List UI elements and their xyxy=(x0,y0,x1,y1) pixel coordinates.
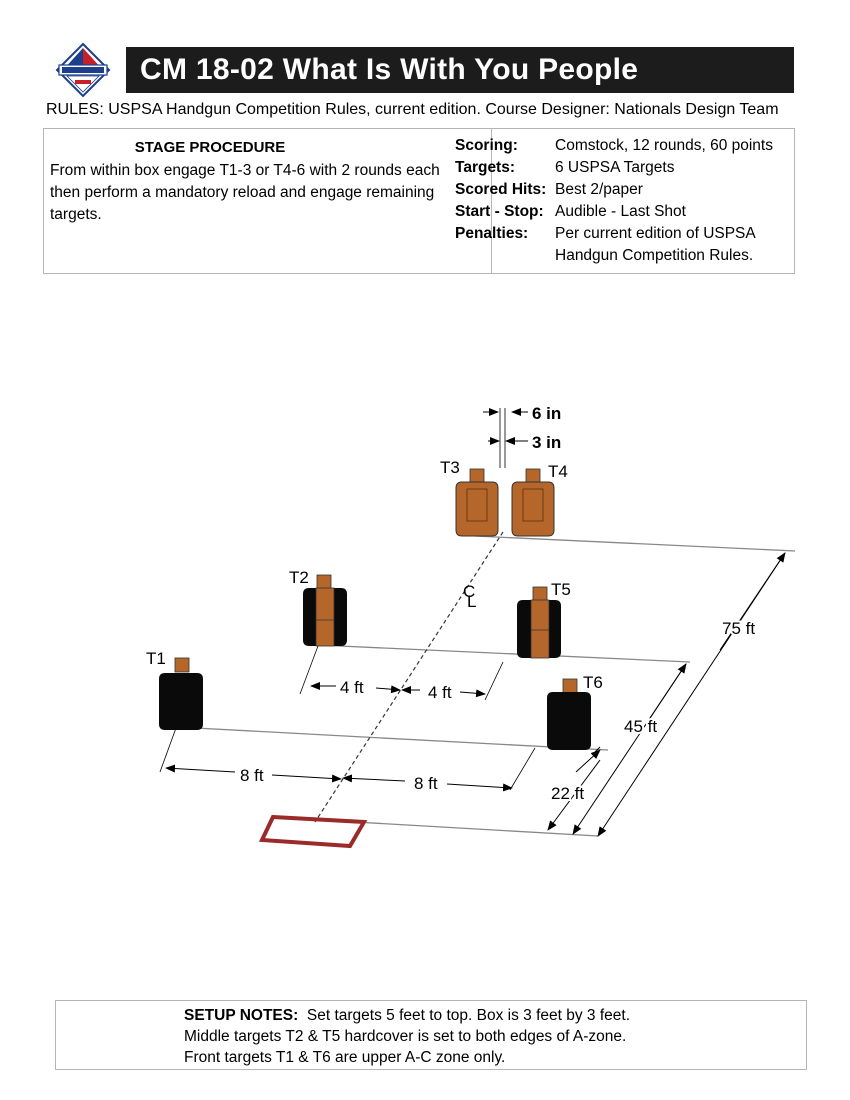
dim-label-22ft: 22 ft xyxy=(551,784,584,803)
spec-row-scoring: Scoring: Comstock, 12 rounds, 60 points xyxy=(455,135,791,157)
middle-line xyxy=(317,644,691,663)
centerline-sub: L xyxy=(467,592,476,611)
target-label-t5: T5 xyxy=(551,580,571,599)
procedure-text: From within box engage T1-3 or T4-6 with… xyxy=(50,162,440,223)
back-line xyxy=(474,535,796,552)
target-t6 xyxy=(547,678,591,750)
target-label-t2: T2 xyxy=(289,568,309,587)
spec-label: Penalties: xyxy=(455,225,529,242)
procedure-heading: STAGE PROCEDURE xyxy=(134,139,286,156)
dim-label-3in: 3 in xyxy=(532,433,561,452)
dim-label-8ft-right: 8 ft xyxy=(414,774,438,793)
spec-label: Scoring: xyxy=(455,137,518,154)
spec-value: Comstock, 12 rounds, 60 points xyxy=(555,137,773,154)
setup-notes-text: SETUP NOTES: Set targets 5 feet to top. … xyxy=(184,1005,630,1068)
spacing-dimension xyxy=(483,408,528,468)
spec-value: Audible - Last Shot xyxy=(555,203,686,220)
dim-label-75ft: 75 ft xyxy=(722,619,755,638)
setup-notes-box: SETUP NOTES: Set targets 5 feet to top. … xyxy=(55,1000,807,1070)
spec-label: Targets: xyxy=(455,159,516,176)
box-divider xyxy=(491,129,492,273)
setup-notes-line-3: Front targets T1 & T6 are upper A-C zone… xyxy=(184,1049,506,1066)
setup-notes-label: SETUP NOTES: xyxy=(184,1007,299,1024)
spec-table: Scoring: Comstock, 12 rounds, 60 points … xyxy=(455,135,791,267)
dim-label-6in: 6 in xyxy=(532,404,561,423)
setup-notes-line-2: Middle targets T2 & T5 hardcover is set … xyxy=(184,1028,627,1045)
target-label-t6: T6 xyxy=(583,673,603,692)
spec-value: Best 2/paper xyxy=(555,181,643,198)
dim-label-8ft-left: 8 ft xyxy=(240,766,264,785)
shooting-box xyxy=(258,814,368,849)
spec-row-scored-hits: Scored Hits: Best 2/paper xyxy=(455,179,791,201)
stage-diagram: C L T3 T4 6 in 3 in T2 T5 xyxy=(146,404,796,849)
target-t2 xyxy=(303,574,347,647)
dim-label-45ft: 45 ft xyxy=(624,717,657,736)
box-line xyxy=(354,821,599,837)
four-ft-dimension xyxy=(299,645,504,701)
target-t1 xyxy=(159,657,203,730)
target-label-t4: T4 xyxy=(548,462,568,481)
depth-dimensions xyxy=(547,552,786,837)
target-t3 xyxy=(455,468,499,537)
dim-label-4ft-left: 4 ft xyxy=(340,678,364,697)
target-t5 xyxy=(517,586,561,659)
uspsa-logo-icon xyxy=(55,42,111,98)
front-line xyxy=(175,726,609,751)
spec-row-penalties: Penalties: Per current edition of USPSA … xyxy=(455,223,791,267)
stage-title: CM 18-02 What Is With You People xyxy=(126,47,794,93)
setup-notes-line1-text: Set targets 5 feet to top. Box is 3 feet… xyxy=(306,1007,630,1024)
spec-label: Start - Stop: xyxy=(455,203,544,220)
dim-label-4ft-right: 4 ft xyxy=(428,683,452,702)
target-t4 xyxy=(511,468,555,537)
spec-value: 6 USPSA Targets xyxy=(555,159,675,176)
setup-notes-line-1: SETUP NOTES: Set targets 5 feet to top. … xyxy=(184,1005,630,1026)
spec-value: Per current edition of USPSA Handgun Com… xyxy=(555,225,755,264)
stage-procedure-box: STAGE PROCEDURE From within box engage T… xyxy=(43,128,795,274)
centerline-label: C xyxy=(463,582,475,601)
spec-row-targets: Targets: 6 USPSA Targets xyxy=(455,157,791,179)
spec-label: Scored Hits: xyxy=(455,181,547,198)
target-label-t3: T3 xyxy=(440,458,460,477)
spec-row-start-stop: Start - Stop: Audible - Last Shot xyxy=(455,201,791,223)
target-label-t1: T1 xyxy=(146,649,166,668)
center-line xyxy=(314,531,504,823)
rules-line: RULES: USPSA Handgun Competition Rules, … xyxy=(46,101,779,118)
eight-ft-dimension xyxy=(159,727,536,792)
